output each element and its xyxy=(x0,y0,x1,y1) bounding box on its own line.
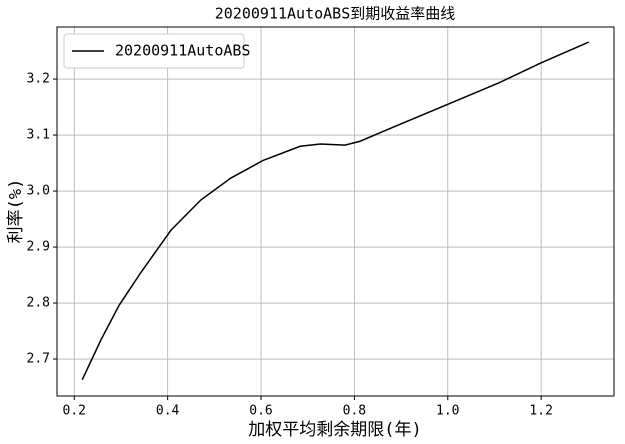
x-axis-label: 加权平均剩余期限(年) xyxy=(248,420,421,440)
x-tick-label: 0.8 xyxy=(343,404,366,419)
chart-title: 20200911AutoABS到期收益率曲线 xyxy=(215,5,455,23)
y-tick-label: 2.9 xyxy=(27,240,50,255)
y-tick-label: 3.1 xyxy=(27,128,50,143)
y-tick-label: 2.8 xyxy=(27,296,50,311)
plot-frame xyxy=(56,26,615,397)
legend-label: 20200911AutoABS xyxy=(115,42,250,60)
line xyxy=(81,41,590,381)
y-axis-label: 利率(%) xyxy=(6,179,26,244)
x-tick-label: 0.4 xyxy=(156,404,180,419)
x-tick-label: 1.0 xyxy=(436,404,459,419)
y-tick-label: 2.7 xyxy=(27,352,50,367)
legend-box xyxy=(63,33,245,69)
x-tick-label: 0.2 xyxy=(63,404,86,419)
y-tick-label: 3.2 xyxy=(27,72,50,87)
x-tick-label: 0.6 xyxy=(249,404,272,419)
y-tick-label: 3.0 xyxy=(27,184,50,199)
x-tick-label: 1.2 xyxy=(529,404,552,419)
